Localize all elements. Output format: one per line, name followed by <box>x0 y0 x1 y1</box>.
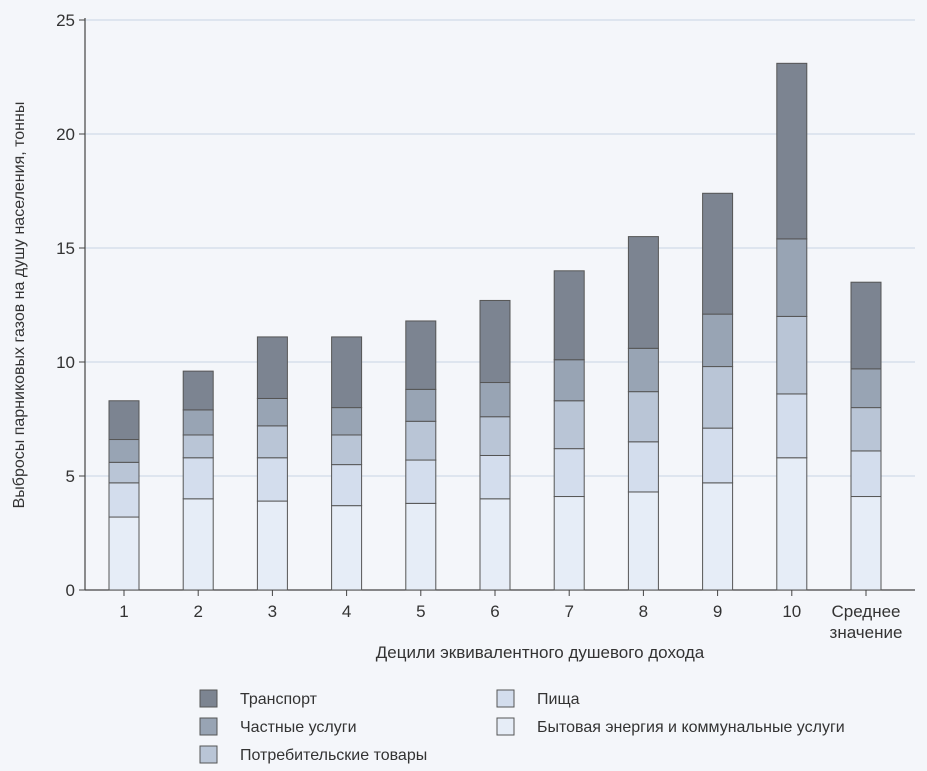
x-axis-label: Децили эквивалентного душевого дохода <box>376 643 705 662</box>
bar-segment <box>850 450 882 498</box>
bar-segment <box>108 482 140 518</box>
bar-segment <box>182 434 214 459</box>
y-tick-label: 20 <box>56 125 75 144</box>
bar-segment <box>405 502 437 591</box>
y-tick-label: 0 <box>66 581 75 600</box>
bar-segment <box>776 62 808 240</box>
bar-segment <box>405 459 437 504</box>
x-tick-label: значение <box>830 623 903 642</box>
bar-segment <box>702 366 734 429</box>
bar-segment <box>479 416 511 456</box>
bar-segment <box>702 427 734 484</box>
bar-segment <box>108 461 140 484</box>
bar-segment <box>256 336 288 399</box>
bar-segment <box>850 281 882 370</box>
bar-segment <box>553 359 585 402</box>
bar-segment <box>108 516 140 591</box>
x-tick-label: 9 <box>713 602 722 621</box>
x-tick-label: 6 <box>490 602 499 621</box>
bar-segment <box>182 457 214 500</box>
legend-label: Транспорт <box>240 691 318 708</box>
x-tick-label: Среднее <box>831 602 900 621</box>
bar-segment <box>479 382 511 418</box>
bar-segment <box>627 391 659 443</box>
legend-swatch <box>199 745 218 764</box>
bar-segment <box>553 400 585 450</box>
x-tick-label: 1 <box>119 602 128 621</box>
legend-swatch <box>496 689 515 708</box>
bar-segment <box>331 336 363 409</box>
bar-segment <box>182 409 214 436</box>
legend-label: Частные услуги <box>240 719 357 736</box>
x-tick-label: 8 <box>639 602 648 621</box>
x-tick-label: 2 <box>193 602 202 621</box>
bar-segment <box>331 505 363 591</box>
bar-segment <box>182 370 214 411</box>
bar-segment <box>405 320 437 390</box>
bar-segment <box>479 498 511 591</box>
bar-segment <box>627 491 659 591</box>
bar-segment <box>627 236 659 349</box>
legend-label: Бытовая энергия и коммунальные услуги <box>537 719 845 736</box>
bar-segment <box>850 407 882 452</box>
bar-segment <box>776 315 808 395</box>
bar-segment <box>182 498 214 591</box>
bar-segment <box>553 270 585 361</box>
y-tick-label: 25 <box>56 11 75 30</box>
y-tick-label: 15 <box>56 239 75 258</box>
bar-segment <box>850 368 882 409</box>
x-tick-label: 10 <box>782 602 801 621</box>
bar-segment <box>256 425 288 459</box>
bar-segment <box>702 192 734 315</box>
bar-segment <box>627 441 659 493</box>
bar-segment <box>108 400 140 441</box>
bar-segment <box>553 448 585 498</box>
bar-segment <box>702 482 734 591</box>
bar-segment <box>405 420 437 461</box>
legend-label: Потребительские товары <box>240 747 427 764</box>
y-tick-label: 10 <box>56 353 75 372</box>
legend-swatch <box>496 717 515 736</box>
bar-segment <box>256 397 288 427</box>
bar-segment <box>479 299 511 384</box>
bar-segment <box>256 500 288 591</box>
bar-segment <box>331 407 363 436</box>
bar-segment <box>331 434 363 466</box>
bar-segment <box>331 464 363 507</box>
bar-segment <box>256 457 288 502</box>
legend-swatch <box>199 689 218 708</box>
bar-segment <box>776 393 808 459</box>
x-tick-label: 5 <box>416 602 425 621</box>
x-tick-label: 3 <box>268 602 277 621</box>
x-tick-label: 4 <box>342 602 351 621</box>
bar-segment <box>702 313 734 368</box>
bar-segment <box>108 439 140 463</box>
x-tick-label: 7 <box>564 602 573 621</box>
legend-label: Пища <box>537 691 580 708</box>
y-tick-label: 5 <box>66 467 75 486</box>
y-axis-label: Выбросы парниковых газов на душу населен… <box>11 102 28 509</box>
bar-segment <box>405 388 437 422</box>
bar-segment <box>627 347 659 393</box>
legend-swatch <box>199 717 218 736</box>
bar-segment <box>850 496 882 591</box>
bar-segment <box>776 238 808 317</box>
bar-segment <box>776 457 808 591</box>
bar-segment <box>553 496 585 591</box>
bar-segment <box>479 454 511 500</box>
